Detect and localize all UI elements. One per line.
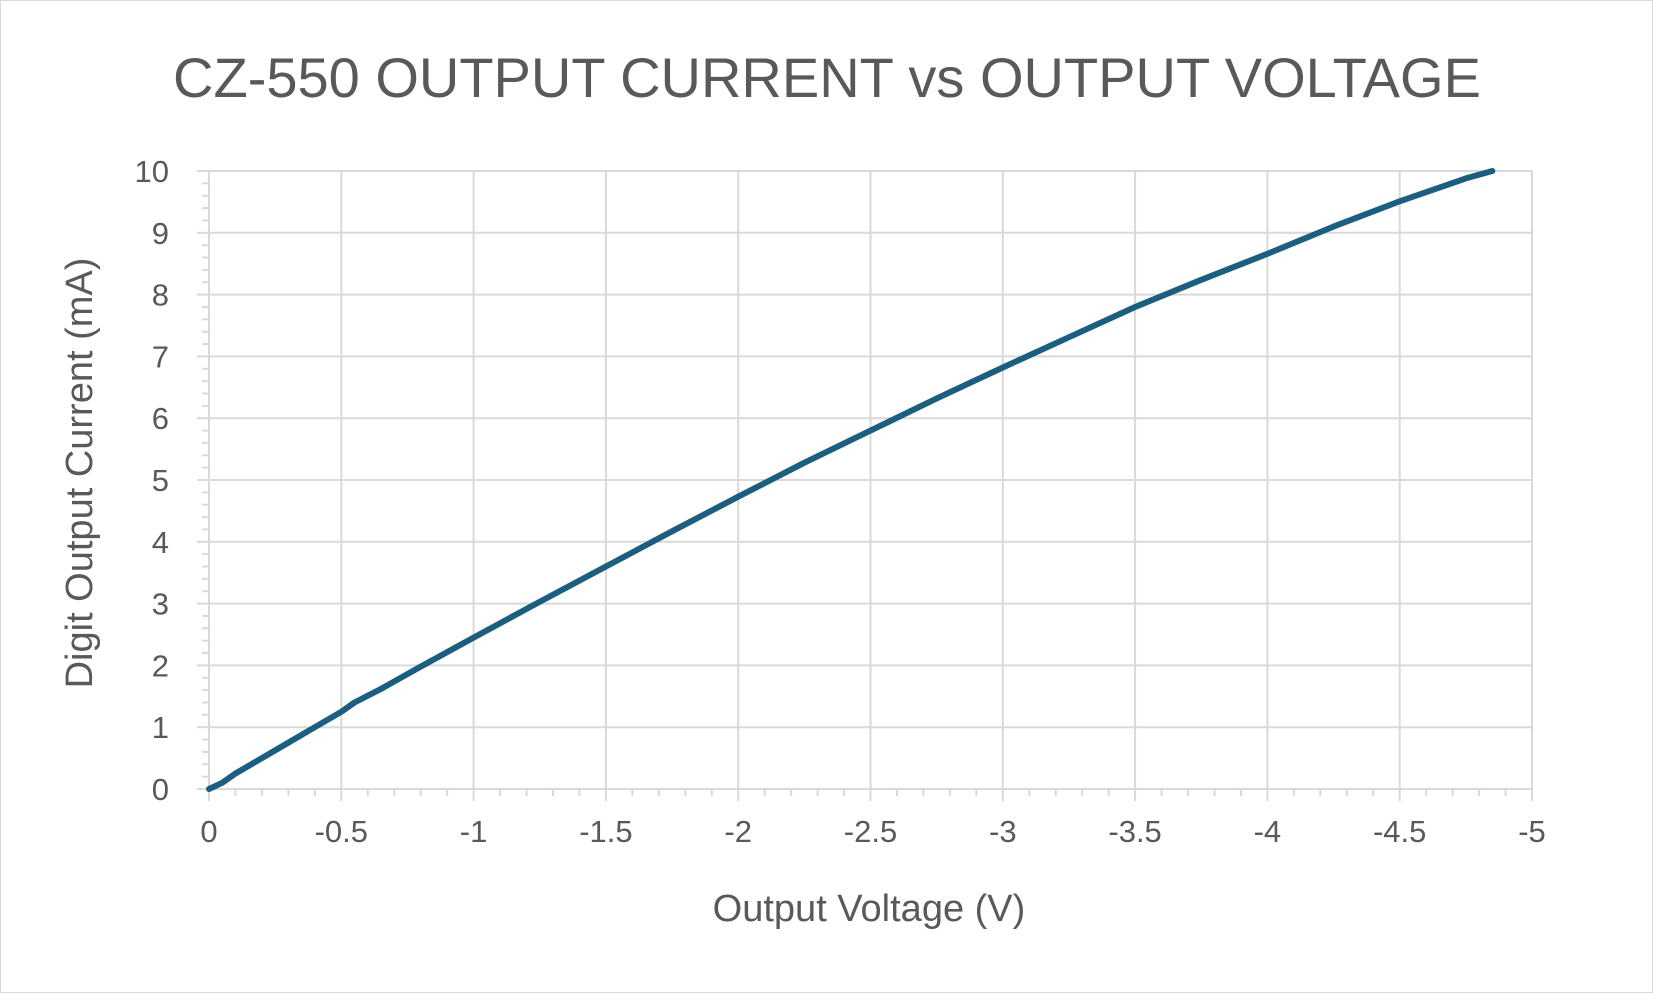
y-tick-label: 3 (152, 587, 169, 622)
axes (197, 170, 1533, 801)
y-tick-label: 7 (152, 339, 169, 374)
y-axis-title: Digit Output Current (mA) (59, 258, 101, 689)
gridlines (209, 170, 1533, 789)
x-tick-label: -3 (989, 814, 1017, 849)
y-tick-label: 6 (152, 401, 169, 436)
x-tick-label: -1.5 (579, 814, 632, 849)
chart-title: CZ-550 OUTPUT CURRENT vs OUTPUT VOLTAGE (173, 46, 1481, 109)
y-tick-label: 1 (152, 710, 169, 745)
x-tick-label: 0 (200, 814, 217, 849)
tick-labels: 0 -0.5 -1 -1.5 -2 -2.5 -3 -3.5 -4 -4.5 -5 0 1 2 3 4 5 6 7 8… (135, 154, 1546, 849)
x-tick-label: -5 (1518, 814, 1546, 849)
y-tick-label: 5 (152, 463, 169, 498)
y-tick-label: 9 (152, 216, 169, 251)
x-axis-title: Output Voltage (V) (713, 888, 1026, 930)
x-tick-label: -0.5 (315, 814, 368, 849)
series-lines (206, 168, 1496, 792)
x-tick-label: -4 (1254, 814, 1282, 849)
x-tick-label: -1 (460, 814, 488, 849)
y-tick-label: 4 (152, 525, 169, 560)
y-tick-label: 2 (152, 648, 169, 683)
y-tick-label: 10 (135, 154, 169, 189)
x-tick-label: -2 (724, 814, 752, 849)
y-tick-label: 0 (152, 772, 169, 807)
x-tick-label: -3.5 (1108, 814, 1161, 849)
y-tick-label: 8 (152, 278, 169, 313)
x-tick-label: -4.5 (1373, 814, 1426, 849)
x-tick-label: -2.5 (844, 814, 897, 849)
series-line (206, 168, 1496, 792)
